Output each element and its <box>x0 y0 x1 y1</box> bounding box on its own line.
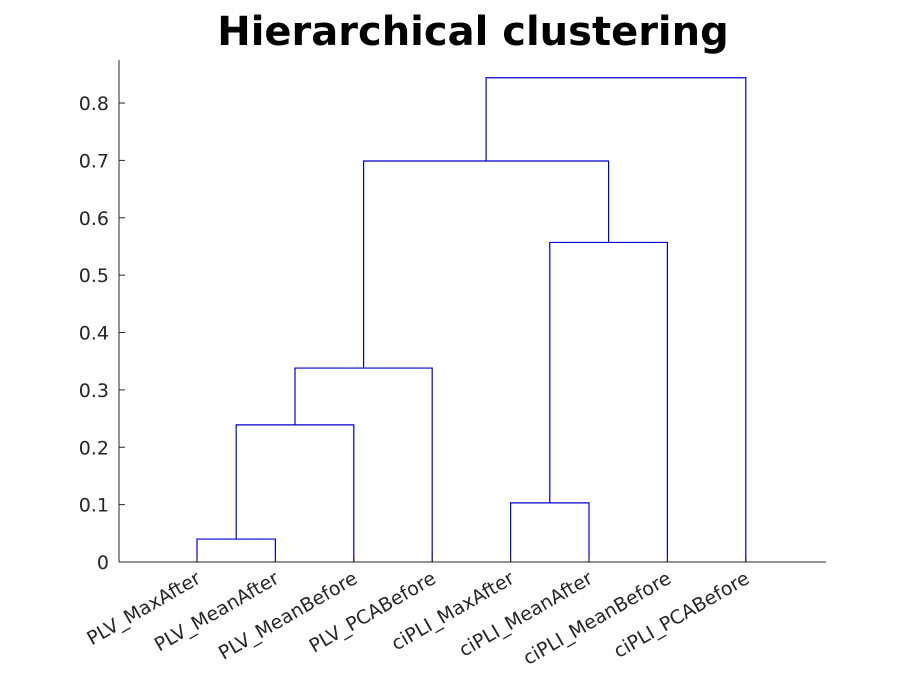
dendrogram-link <box>294 367 433 562</box>
dendrogram-link <box>363 160 610 369</box>
chart-title: Hierarchical clustering <box>217 9 729 55</box>
y-tick-label: 0 <box>97 552 109 574</box>
y-tick-label: 0.6 <box>79 208 109 230</box>
y-tick-label: 0.2 <box>79 437 109 459</box>
y-tick-label: 0.4 <box>79 323 109 345</box>
y-tick-label: 0.8 <box>79 93 109 115</box>
y-tick-label: 0.7 <box>79 150 109 172</box>
dendrogram-links <box>196 77 747 562</box>
y-axis-ticks: 0 0.1 0.2 0.3 0.4 0.5 0.6 0.7 0.8 <box>79 93 125 574</box>
dendrogram-link <box>485 77 747 562</box>
leaf-label: PLV_MeanBefore <box>215 567 361 664</box>
leaf-label: ciPLI_MeanBefore <box>519 567 674 669</box>
leaf-labels: PLV_MaxAfterPLV_MeanAfterPLV_MeanBeforeP… <box>83 556 753 670</box>
dendrogram-link <box>235 424 355 562</box>
y-tick-label: 0.5 <box>79 265 109 287</box>
dendrogram-link <box>510 502 590 562</box>
dendrogram-link <box>196 538 276 562</box>
leaf-label: ciPLI_PCABefore <box>610 567 753 662</box>
axes <box>118 60 826 563</box>
dendrogram-link <box>549 241 668 562</box>
y-tick-label: 0.3 <box>79 380 109 402</box>
y-tick-label: 0.1 <box>79 495 109 517</box>
